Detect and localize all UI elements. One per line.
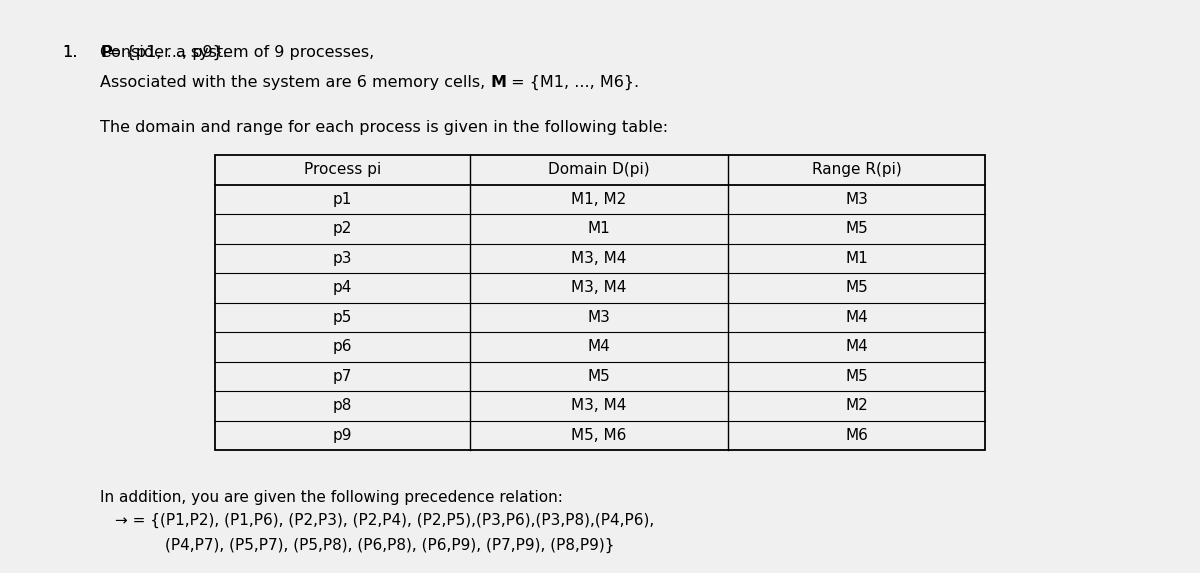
Text: P: P: [101, 45, 113, 60]
Text: Range R(pi): Range R(pi): [811, 162, 901, 177]
Text: M4: M4: [845, 310, 868, 325]
Text: → = {(P1,P2), (P1,P6), (P2,P3), (P2,P4), (P2,P5),(P3,P6),(P3,P8),(P4,P6),: → = {(P1,P2), (P1,P6), (P2,P3), (P2,P4),…: [115, 513, 654, 528]
Text: (P4,P7), (P5,P7), (P5,P8), (P6,P8), (P6,P9), (P7,P9), (P8,P9)}: (P4,P7), (P5,P7), (P5,P8), (P6,P8), (P6,…: [166, 538, 614, 553]
Text: p4: p4: [332, 280, 352, 295]
Text: M2: M2: [845, 398, 868, 413]
Text: p7: p7: [332, 369, 352, 384]
Text: M3: M3: [845, 192, 868, 207]
Text: M6: M6: [845, 428, 868, 443]
Text: M5: M5: [845, 221, 868, 236]
Text: M4: M4: [845, 339, 868, 354]
Text: M3: M3: [588, 310, 611, 325]
Text: Process pi: Process pi: [304, 162, 382, 177]
Text: M1, M2: M1, M2: [571, 192, 626, 207]
Text: M5: M5: [588, 369, 611, 384]
Text: M3, M4: M3, M4: [571, 251, 626, 266]
Text: p6: p6: [332, 339, 353, 354]
Text: Consider a system of 9 processes,: Consider a system of 9 processes,: [100, 45, 379, 60]
Text: Associated with the system are 6 memory cells,: Associated with the system are 6 memory …: [100, 75, 491, 90]
Text: M3, M4: M3, M4: [571, 398, 626, 413]
Text: M4: M4: [588, 339, 611, 354]
Text: p2: p2: [332, 221, 352, 236]
Text: p5: p5: [332, 310, 352, 325]
Text: M5: M5: [845, 369, 868, 384]
Text: p8: p8: [332, 398, 352, 413]
Text: M: M: [491, 75, 506, 90]
Text: M5, M6: M5, M6: [571, 428, 626, 443]
Text: The domain and range for each process is given in the following table:: The domain and range for each process is…: [100, 120, 668, 135]
Text: p9: p9: [332, 428, 353, 443]
Bar: [215, 155, 985, 450]
Text: M3, M4: M3, M4: [571, 280, 626, 295]
Text: M5: M5: [845, 280, 868, 295]
Text: = {M1, ..., M6}.: = {M1, ..., M6}.: [506, 75, 640, 90]
Text: M1: M1: [588, 221, 611, 236]
Text: 1.: 1.: [62, 45, 77, 60]
Text: p1: p1: [332, 192, 352, 207]
Text: In addition, you are given the following precedence relation:: In addition, you are given the following…: [100, 490, 563, 505]
Text: = {p1, ..., p9}.: = {p1, ..., p9}.: [102, 45, 228, 60]
Text: p3: p3: [332, 251, 353, 266]
Text: 1.: 1.: [62, 45, 77, 60]
Text: M1: M1: [845, 251, 868, 266]
Text: Domain D(pi): Domain D(pi): [548, 162, 650, 177]
